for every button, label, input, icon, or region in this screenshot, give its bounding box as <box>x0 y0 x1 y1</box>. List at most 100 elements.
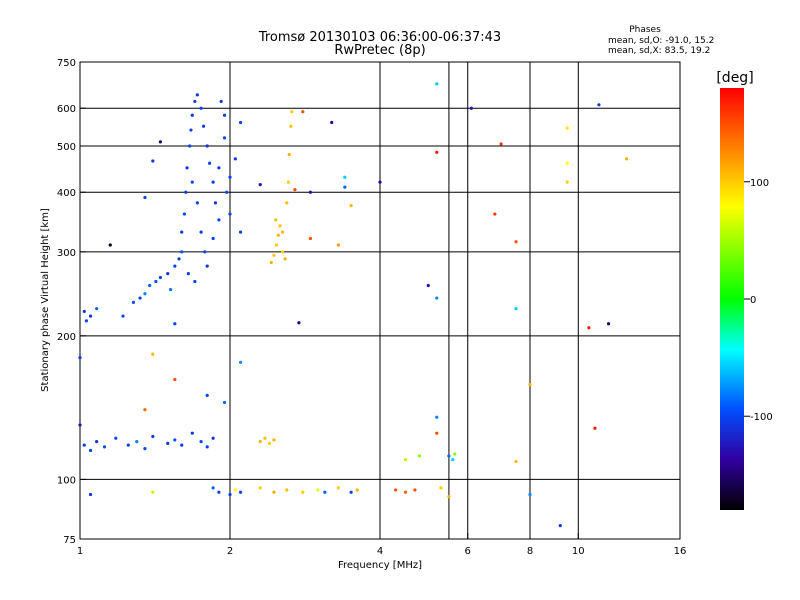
data-point <box>238 120 243 125</box>
data-point <box>499 142 503 146</box>
data-point <box>95 440 99 444</box>
y-tick-label: 500 <box>57 142 76 153</box>
data-point <box>126 443 130 447</box>
data-point <box>166 441 170 445</box>
data-point <box>173 322 177 326</box>
data-point <box>293 188 297 192</box>
data-point <box>211 236 215 241</box>
data-point <box>435 150 439 154</box>
y-tick-label: 300 <box>57 248 76 259</box>
data-point <box>193 279 197 284</box>
data-point <box>272 253 276 257</box>
data-point <box>287 152 291 157</box>
data-point <box>435 296 439 300</box>
data-point <box>121 314 125 318</box>
data-point <box>565 161 569 165</box>
data-point <box>199 106 203 110</box>
data-point <box>624 157 629 161</box>
data-point <box>453 452 457 456</box>
data-point <box>173 377 177 382</box>
data-point <box>158 275 163 280</box>
data-point <box>272 438 276 442</box>
data-point <box>308 190 313 194</box>
data-point <box>285 488 289 492</box>
data-point <box>135 440 139 444</box>
data-point <box>82 309 86 314</box>
data-point <box>151 352 155 356</box>
data-point <box>143 408 147 412</box>
data-point <box>173 264 177 268</box>
data-point <box>148 283 152 288</box>
x-axis-label: Frequency [MHz] <box>338 560 422 571</box>
data-point <box>143 195 147 200</box>
data-point <box>606 322 611 326</box>
y-tick-label: 75 <box>63 535 76 546</box>
grid-lines <box>80 62 680 539</box>
data-point <box>308 236 313 241</box>
data-point <box>211 436 215 440</box>
data-point <box>263 436 267 440</box>
data-point <box>189 128 193 132</box>
data-point <box>217 218 221 222</box>
data-point <box>233 157 237 161</box>
data-point <box>493 212 497 216</box>
data-point <box>413 488 417 492</box>
data-point <box>217 490 221 494</box>
data-point <box>447 454 451 458</box>
data-point <box>102 445 107 449</box>
data-point <box>138 296 142 300</box>
colorbar <box>720 88 744 510</box>
data-point <box>274 218 278 222</box>
colorbar-ticks: 100 0 -100 <box>744 178 773 423</box>
data-point <box>228 175 232 179</box>
data-point <box>78 356 82 360</box>
data-point <box>289 124 293 128</box>
data-point <box>258 486 262 490</box>
data-point <box>435 82 439 86</box>
data-point <box>195 93 199 97</box>
y-axis-ticks: 75 100 200 300 400 500 600 750 <box>57 58 86 546</box>
data-point <box>343 185 347 189</box>
data-point <box>173 438 177 442</box>
data-point <box>355 488 359 492</box>
data-point <box>195 201 199 205</box>
data-point <box>211 180 215 184</box>
colorbar-label: [deg] <box>716 70 753 86</box>
data-point <box>267 441 272 445</box>
data-point <box>211 486 215 490</box>
y-tick-label: 400 <box>57 188 76 199</box>
data-point <box>301 110 305 114</box>
data-point <box>166 272 170 276</box>
data-point <box>78 423 82 427</box>
data-point <box>283 257 287 261</box>
data-point <box>114 436 118 440</box>
data-point <box>565 180 569 184</box>
data-point <box>514 307 518 311</box>
data-point <box>280 250 285 254</box>
data-point <box>88 314 93 318</box>
data-point <box>169 287 173 292</box>
y-tick-label: 750 <box>57 58 76 69</box>
data-point <box>323 490 327 494</box>
data-point <box>199 440 203 444</box>
data-point <box>238 360 243 364</box>
data-point <box>154 279 158 284</box>
x-tick-label: 6 <box>465 546 471 557</box>
data-point <box>190 113 194 117</box>
data-point <box>276 233 280 237</box>
data-point <box>528 383 532 387</box>
data-point <box>258 182 262 187</box>
data-point <box>290 110 294 114</box>
data-point <box>188 144 192 148</box>
data-point <box>88 492 93 497</box>
data-point <box>193 99 197 104</box>
x-tick-label: 2 <box>227 546 233 557</box>
data-point <box>95 307 99 311</box>
chart-subtitle: RwPretec (8p) <box>334 43 425 58</box>
data-point <box>222 400 227 405</box>
data-point <box>336 243 340 247</box>
data-point <box>205 264 209 268</box>
data-point <box>238 230 243 234</box>
data-point <box>330 120 334 125</box>
